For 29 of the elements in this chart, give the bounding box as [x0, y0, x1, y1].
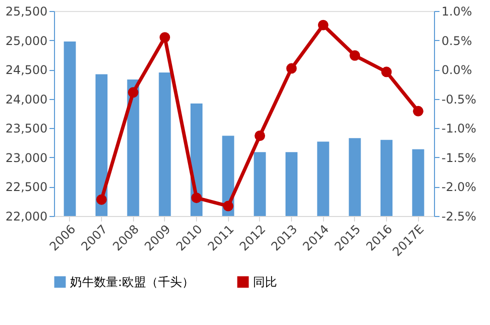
- legend-label: 同比: [253, 275, 277, 289]
- y2-tick-label: 0.0%: [442, 63, 472, 78]
- y-tick-label: 24,500: [6, 63, 48, 78]
- y2-tick-label: -0.5%: [442, 92, 476, 106]
- y-tick-label: 25,000: [6, 34, 48, 48]
- y-tick-label: 23,500: [6, 122, 48, 136]
- y2-tick-label: -1.0%: [442, 122, 476, 136]
- point: [350, 50, 360, 61]
- point: [254, 130, 266, 141]
- point: [286, 63, 297, 74]
- y-tick-label: 22,500: [6, 180, 48, 194]
- y2-tick-label: -2.0%: [442, 180, 476, 194]
- point: [381, 66, 392, 78]
- y-tick-label: 23,000: [6, 150, 48, 165]
- y2-tick-label: 0.5%: [442, 34, 472, 48]
- y2-tick-label: 1.0%: [442, 4, 472, 18]
- point: [222, 200, 234, 212]
- point: [96, 194, 107, 205]
- point: [191, 192, 202, 204]
- point: [318, 20, 328, 30]
- point: [412, 106, 424, 116]
- y2-tick-label: -2.5%: [442, 210, 476, 224]
- legend-label: 奶牛数量:欧盟（千头）: [70, 275, 194, 289]
- point: [128, 87, 138, 98]
- y-tick-label: 25,500: [6, 4, 48, 18]
- y-tick-label: 22,000: [6, 210, 48, 224]
- point: [160, 32, 170, 43]
- y2-tick-label: -1.5%: [442, 150, 476, 165]
- y-tick-label: 24,000: [6, 92, 48, 106]
